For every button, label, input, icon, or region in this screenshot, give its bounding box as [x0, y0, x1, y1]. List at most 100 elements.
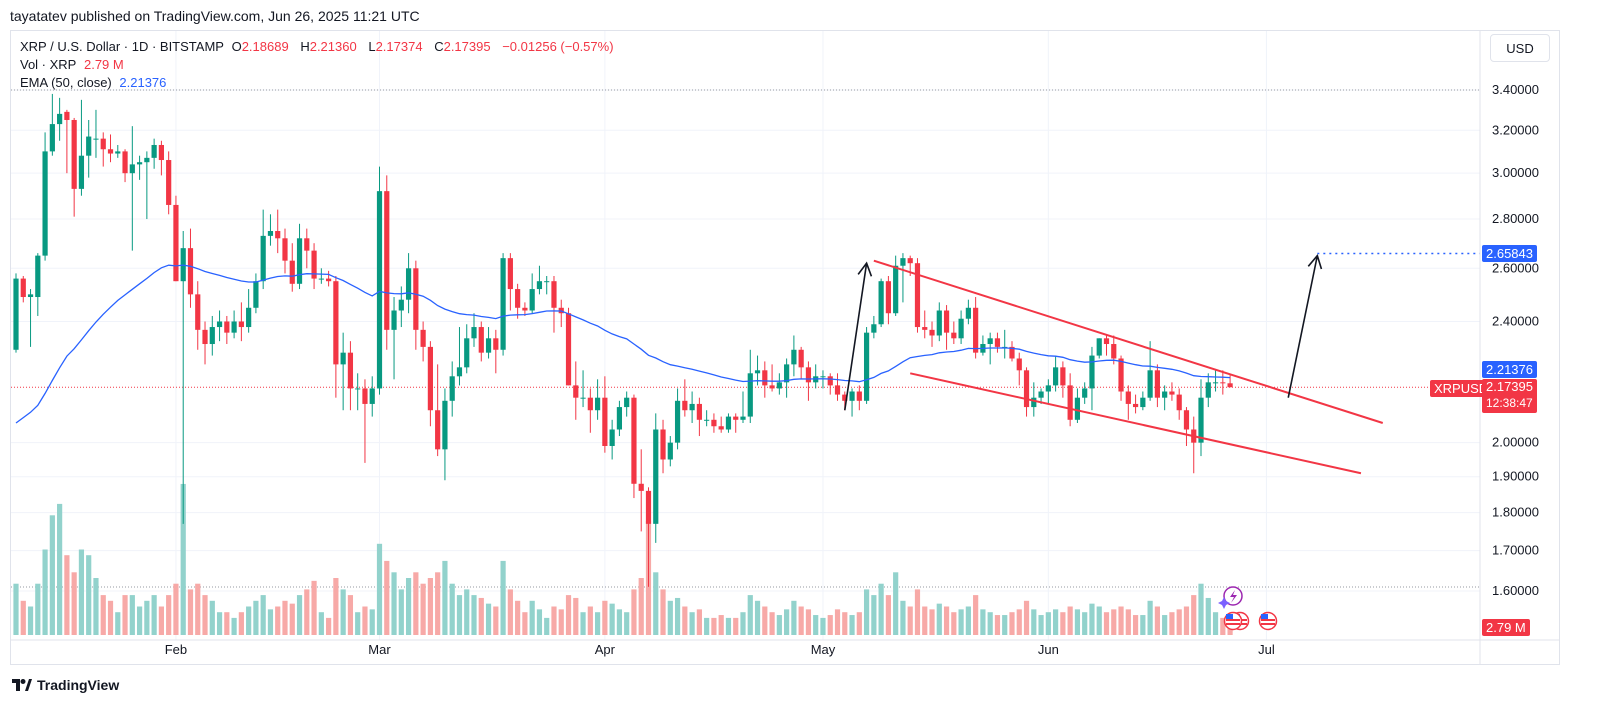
candle: [631, 394, 637, 499]
lightning-event-icon[interactable]: [1218, 586, 1243, 609]
candle: [871, 315, 877, 339]
candle: [173, 195, 179, 282]
volume-bar: [289, 603, 295, 635]
volume-bar: [275, 606, 281, 635]
us-flag-event-icon[interactable]: [1223, 611, 1243, 631]
symbol-legend[interactable]: XRP / U.S. Dollar · 1D · BITSTAMP O2.186…: [20, 39, 618, 54]
candle: [1191, 416, 1197, 474]
volume-bar: [791, 600, 797, 635]
volume-bar: [515, 600, 521, 635]
candle-body: [827, 376, 833, 386]
volume-bar: [1147, 600, 1153, 635]
volume-bar: [231, 617, 237, 635]
candle-body: [965, 307, 971, 319]
candle: [231, 310, 237, 339]
candle: [1031, 382, 1037, 417]
candle: [267, 214, 274, 246]
volume-legend[interactable]: Vol · XRP 2.79 M: [20, 57, 128, 72]
candle: [187, 228, 194, 308]
candle: [573, 361, 579, 420]
candle-body: [616, 407, 623, 430]
candle: [93, 109, 99, 158]
candle-body: [435, 410, 441, 450]
candle: [784, 358, 790, 398]
x-tick-label: Apr: [595, 642, 616, 657]
candle: [275, 209, 281, 254]
candle-body: [391, 310, 397, 330]
candle: [813, 364, 819, 389]
candle: [740, 391, 746, 424]
candle: [427, 341, 433, 427]
volume-bar: [187, 589, 194, 635]
candle-body: [565, 313, 572, 386]
volume-bar: [1162, 615, 1168, 635]
arrow-1: [843, 261, 873, 411]
candle-body: [856, 391, 862, 401]
candle-body: [791, 349, 797, 365]
volume-bar: [1111, 609, 1117, 635]
candle: [1183, 407, 1190, 446]
candle-body: [994, 338, 1001, 347]
volume-bar: [1038, 615, 1044, 635]
y-tick-label: 3.00000: [1492, 165, 1539, 180]
volume-bar: [144, 600, 150, 635]
candle-body: [573, 385, 579, 398]
candle-body: [1038, 391, 1044, 398]
volume-bar: [246, 606, 252, 635]
volume-bar: [449, 583, 455, 635]
currency-button[interactable]: USD: [1490, 34, 1550, 62]
candle-body: [863, 332, 870, 401]
volume-bar: [798, 606, 804, 635]
volume-bar: [1023, 600, 1030, 635]
volume-bar: [784, 609, 790, 635]
candle: [209, 315, 215, 356]
volume-bar: [355, 612, 361, 635]
volume-bar: [696, 609, 702, 635]
arrow-shaft: [843, 263, 868, 411]
candle: [202, 321, 208, 365]
candle: [922, 310, 928, 339]
candle-body: [689, 403, 695, 411]
volume-bar: [616, 609, 623, 635]
candle: [195, 281, 201, 350]
y-tick-label: 2.80000: [1492, 211, 1539, 226]
arrow-head: [1307, 253, 1323, 270]
candle: [558, 299, 564, 328]
candle-body: [122, 151, 128, 174]
candle: [1154, 364, 1160, 408]
candle: [900, 253, 906, 303]
volume-bar: [1191, 595, 1197, 635]
candle: [1023, 367, 1030, 417]
last-price-label: 2.17395 12:38:47: [1482, 379, 1537, 413]
volume-bar: [667, 600, 673, 635]
volume-bar: [136, 606, 143, 635]
candle-body: [311, 250, 317, 279]
us-flag-event-icon[interactable]: [1258, 611, 1278, 631]
y-tick-label: 1.90000: [1492, 469, 1539, 484]
tradingview-logo[interactable]: TradingView: [12, 677, 119, 693]
low-value: L2.17374: [368, 39, 423, 54]
candle: [224, 315, 230, 345]
chart-frame: [10, 30, 1560, 665]
candle: [733, 413, 739, 433]
candle-body: [820, 376, 826, 378]
ema-legend[interactable]: EMA (50, close) 2.21376: [20, 75, 170, 90]
candle-body: [1060, 367, 1066, 386]
volume-bar: [296, 595, 303, 635]
candle-body: [638, 483, 644, 491]
volume-bar: [333, 578, 339, 635]
volume-bar: [914, 589, 921, 635]
volume-bar: [1060, 612, 1066, 635]
volume-bar: [64, 555, 70, 635]
volume-bar: [893, 572, 899, 635]
candle-body: [129, 164, 135, 174]
candle: [158, 140, 164, 176]
arrow-shaft: [1287, 255, 1319, 398]
candle: [253, 273, 259, 314]
candle-body: [78, 155, 85, 189]
volume-bar: [980, 609, 986, 635]
candle-body: [1198, 397, 1204, 443]
candle-body: [471, 327, 477, 339]
candle: [769, 364, 775, 392]
